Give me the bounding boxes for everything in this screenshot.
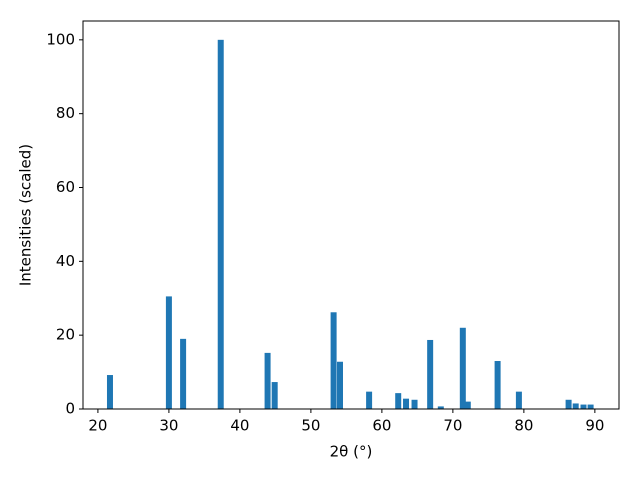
plot-frame (82, 20, 620, 410)
bar (264, 352, 271, 409)
y-tick-label: 80 (56, 104, 75, 122)
x-tick-label: 20 (88, 417, 107, 435)
bar (271, 382, 278, 409)
bar (427, 339, 434, 409)
bar (464, 401, 471, 409)
x-axis-label: 2θ (°) (330, 443, 373, 461)
y-tick-label: 20 (56, 326, 75, 344)
bar (411, 399, 418, 409)
y-tick-label: 40 (56, 252, 75, 270)
y-tick-label: 60 (56, 178, 75, 196)
x-tick-label: 60 (372, 417, 391, 435)
y-tick-label: 100 (46, 30, 75, 48)
y-tick-label: 0 (65, 400, 75, 418)
x-tick-label: 90 (585, 417, 604, 435)
x-tick-label: 70 (443, 417, 462, 435)
bar (565, 399, 572, 409)
bar (165, 296, 172, 409)
bar (395, 393, 402, 409)
x-tick-label: 50 (301, 417, 320, 435)
bar (572, 403, 579, 409)
bar (180, 338, 187, 409)
bar (580, 404, 587, 409)
bar (459, 327, 466, 409)
bar (366, 391, 373, 409)
y-axis-label: Intensities (scaled) (17, 144, 35, 286)
bar (217, 39, 224, 409)
x-tick-label: 40 (230, 417, 249, 435)
bar (336, 361, 343, 409)
bar (437, 406, 444, 409)
bar (330, 312, 337, 409)
x-tick-label: 80 (514, 417, 533, 435)
bar (515, 391, 522, 409)
x-tick-label: 30 (159, 417, 178, 435)
bar (587, 404, 594, 409)
bar (494, 361, 501, 409)
bar (106, 375, 113, 409)
bar (403, 398, 410, 409)
